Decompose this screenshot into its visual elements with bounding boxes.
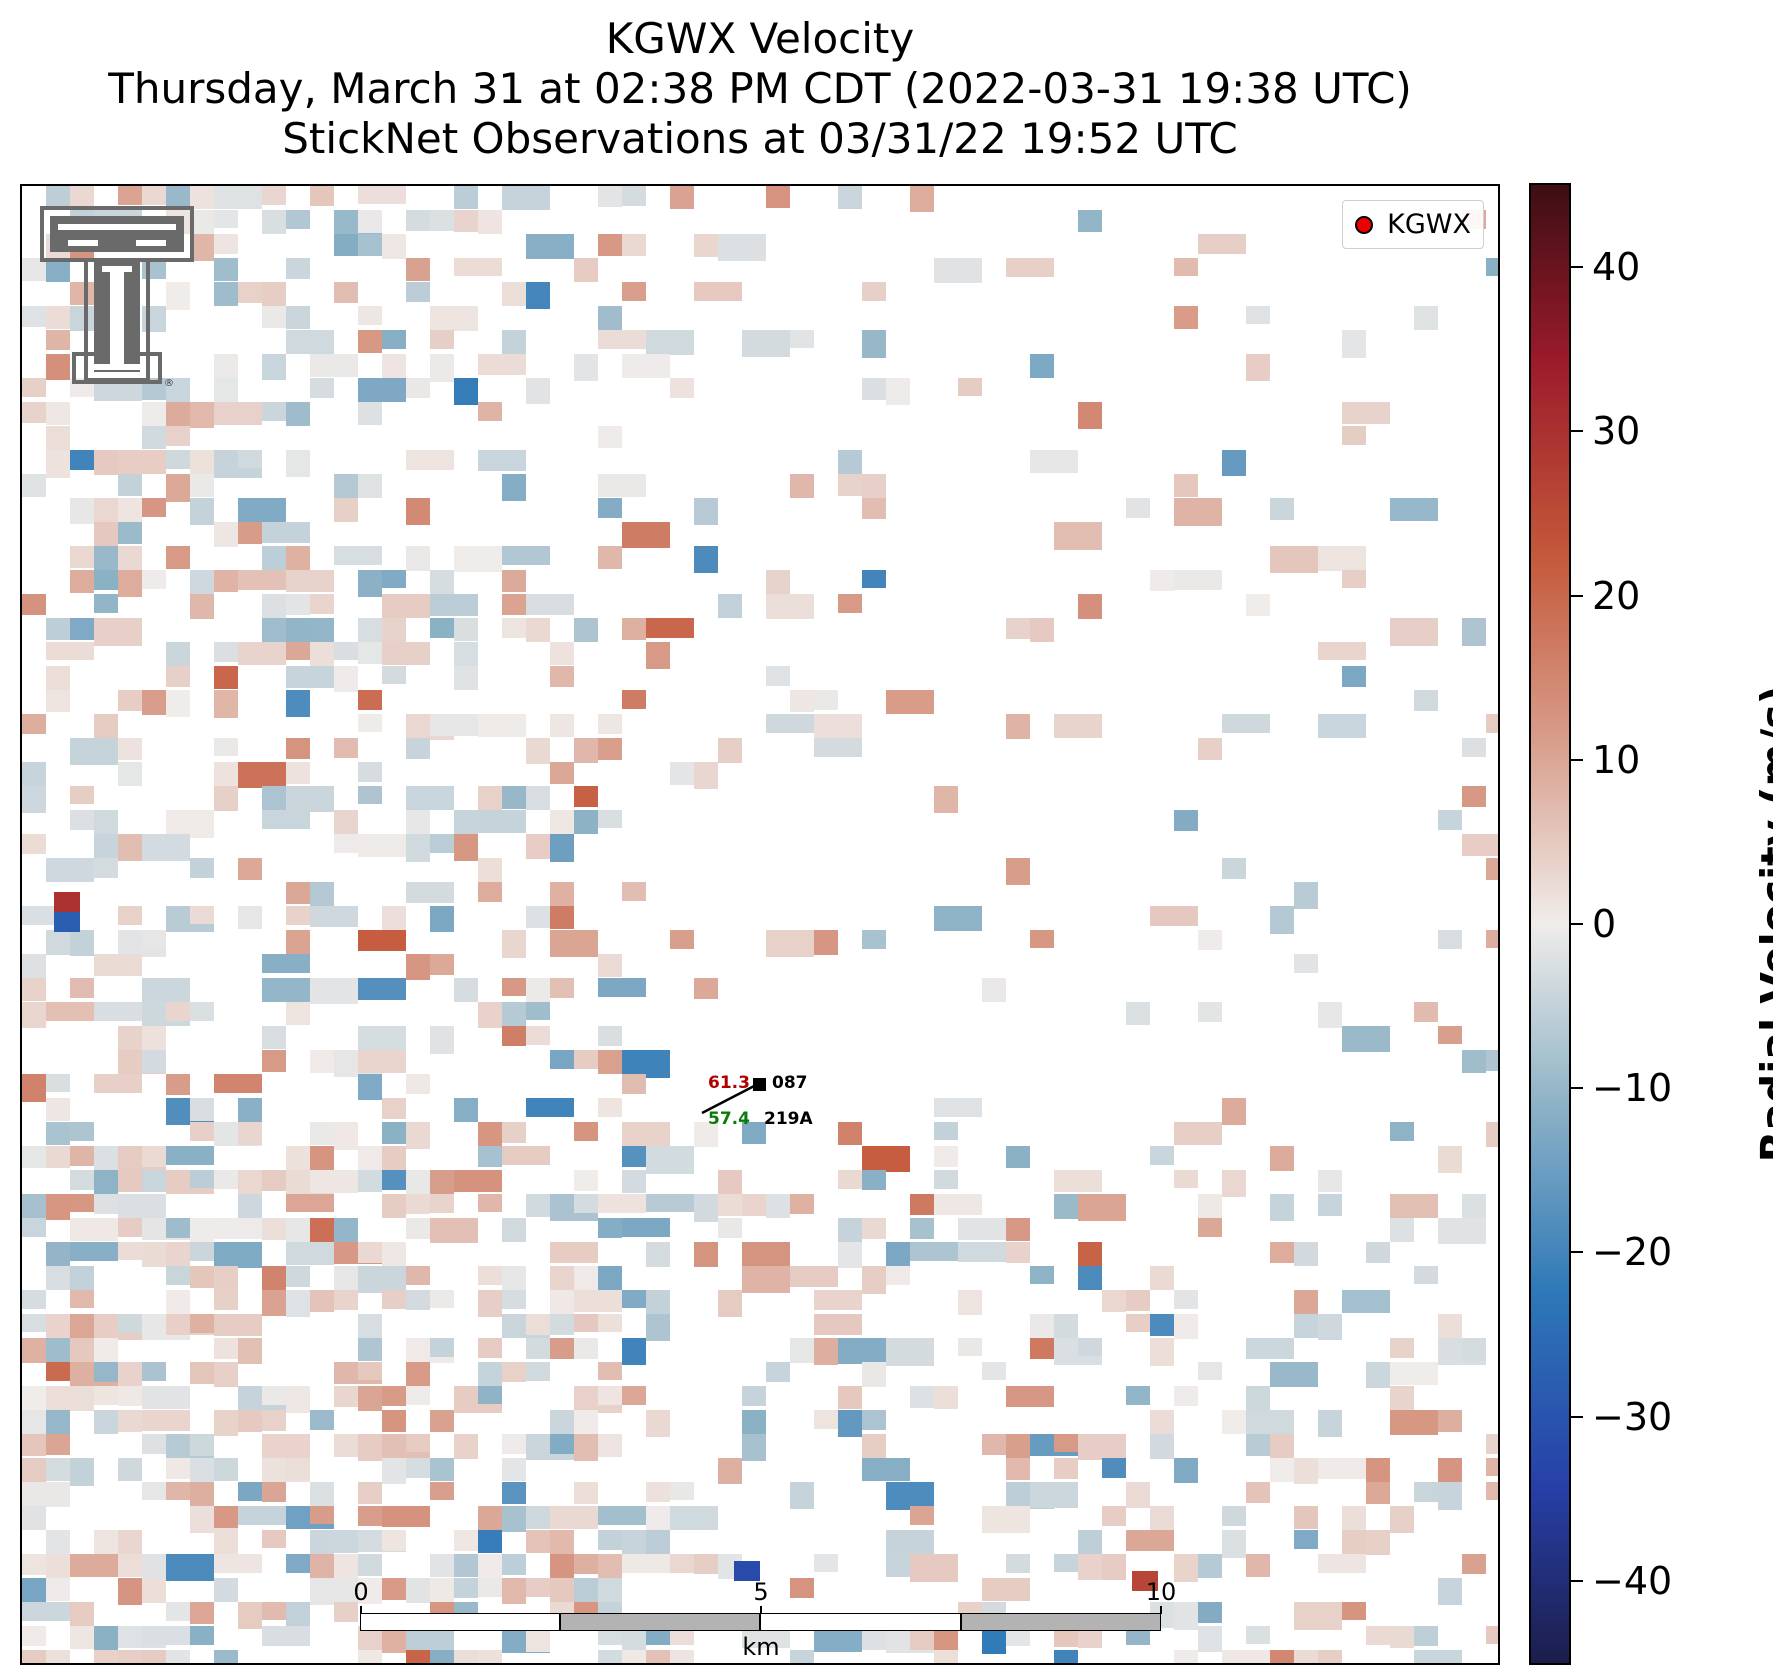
colorbar-tick-label: −40 [1592, 1558, 1673, 1603]
texas-tech-double-t-logo: ® [40, 206, 194, 389]
colorbar-tick-label: 0 [1592, 902, 1617, 946]
colorbar-tick [1571, 1415, 1583, 1418]
colorbar-tick-label: 40 [1592, 245, 1641, 290]
station-dewpoint: 57.4 [708, 1109, 750, 1129]
colorbar-tick-label: 30 [1592, 409, 1641, 454]
colorbar-tick [1571, 758, 1583, 761]
title-observations: StickNet Observations at 03/31/22 19:52 … [282, 114, 1238, 163]
colorbar-tick [1571, 266, 1583, 269]
colorbar [1529, 183, 1571, 1665]
radar-site-marker-icon [1355, 215, 1374, 234]
colorbar-tick-label: −20 [1592, 1230, 1673, 1275]
station-id: 219A [764, 1109, 813, 1129]
radar-map[interactable]: ® KGWX 61.3 087 57.4 219A 0 5 10 km [20, 184, 1500, 1665]
scale-label-5: 5 [753, 1578, 769, 1606]
colorbar-tick [1571, 594, 1583, 597]
legend-label: KGWX [1387, 209, 1471, 240]
title-time: Thursday, March 31 at 02:38 PM CDT (2022… [108, 64, 1412, 113]
wind-barb [701, 1078, 766, 1115]
station-wind-code: 087 [772, 1073, 808, 1093]
colorbar-tick-label: −10 [1592, 1066, 1673, 1111]
colorbar-tick [1571, 1087, 1583, 1090]
svg-text:®: ® [164, 378, 174, 389]
colorbar-tick-label: 10 [1592, 737, 1641, 782]
title-radar: KGWX Velocity [605, 14, 915, 63]
legend: KGWX [1342, 200, 1484, 249]
colorbar-tick [1571, 1251, 1583, 1254]
colorbar-tick-label: 20 [1592, 573, 1641, 618]
station-temperature: 61.3 [708, 1073, 750, 1093]
colorbar-tick [1571, 923, 1583, 925]
colorbar-title: Radial Velocity (m/s) [1752, 685, 1773, 1163]
colorbar-tick [1571, 430, 1583, 433]
colorbar-tick [1571, 1579, 1583, 1582]
colorbar-tick-label: −30 [1592, 1394, 1673, 1439]
